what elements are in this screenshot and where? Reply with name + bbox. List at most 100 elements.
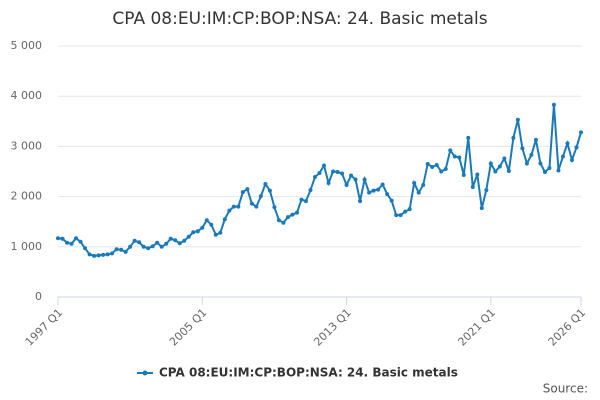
point [560, 154, 565, 159]
point [303, 199, 308, 204]
point [452, 154, 457, 159]
point [110, 251, 115, 256]
point [150, 244, 155, 249]
series-line [57, 104, 582, 257]
point [231, 204, 236, 209]
point [479, 206, 484, 211]
point [416, 190, 421, 195]
point [389, 198, 394, 203]
point [56, 236, 60, 241]
point [421, 183, 426, 188]
point [177, 241, 182, 246]
point [434, 162, 439, 167]
legend-label: CPA 08:EU:IM:CP:BOP:NSA: 24. Basic metal… [159, 366, 458, 380]
point [574, 145, 579, 150]
point [227, 208, 232, 213]
point [105, 252, 110, 257]
point [290, 212, 295, 217]
legend-marker [142, 370, 148, 376]
point [276, 218, 281, 223]
point [195, 229, 200, 234]
point [358, 199, 363, 204]
point [322, 163, 327, 168]
point [367, 190, 372, 195]
point [398, 213, 403, 218]
point [385, 192, 390, 197]
point [439, 169, 444, 174]
x-tick-label: 2026 Q1 [546, 306, 589, 349]
point [466, 135, 471, 140]
point [281, 220, 286, 225]
point [258, 194, 263, 199]
point [164, 241, 169, 246]
point [443, 166, 448, 171]
source: Source: [543, 382, 588, 396]
point [569, 157, 574, 162]
point [511, 135, 516, 140]
point [326, 181, 331, 186]
y-tick-label: 4 000 [11, 89, 43, 102]
point [272, 205, 277, 210]
point [317, 171, 322, 176]
y-tick-label: 5 000 [11, 39, 43, 52]
point [506, 168, 511, 173]
point [69, 241, 74, 246]
point [92, 253, 97, 258]
point [209, 222, 214, 227]
point [101, 252, 106, 257]
point [475, 172, 480, 177]
point [78, 239, 83, 244]
y-tick-label: 2 000 [11, 190, 43, 203]
point [524, 161, 529, 166]
point [488, 161, 493, 166]
point [484, 188, 489, 193]
y-tick-label: 3 000 [11, 139, 43, 152]
point [240, 190, 245, 195]
point [371, 188, 376, 193]
point [493, 169, 498, 174]
point [128, 244, 133, 249]
point [236, 204, 241, 209]
point [218, 230, 223, 235]
point [520, 146, 525, 151]
point [533, 137, 538, 142]
point [497, 164, 502, 169]
point [556, 168, 561, 173]
point [186, 234, 191, 239]
point [83, 246, 88, 251]
point [403, 209, 408, 214]
point [430, 164, 435, 169]
point [551, 102, 556, 107]
point [222, 217, 227, 222]
point [168, 236, 173, 241]
point [65, 240, 70, 245]
point [331, 169, 336, 174]
point [204, 218, 209, 223]
point [132, 238, 137, 243]
point [538, 161, 543, 166]
point [119, 247, 124, 252]
point [502, 156, 507, 161]
y-tick-label: 0 [35, 290, 42, 303]
point [394, 213, 399, 218]
point [376, 187, 381, 192]
point [529, 152, 534, 157]
point [267, 188, 272, 193]
point [340, 171, 345, 176]
chart-title: CPA 08:EU:IM:CP:BOP:NSA: 24. Basic metal… [112, 9, 487, 29]
point [141, 244, 146, 249]
point [60, 236, 65, 241]
point [412, 181, 417, 186]
point [159, 244, 164, 249]
point [200, 225, 205, 230]
point [565, 141, 570, 146]
x-tick-label: 2005 Q1 [167, 306, 210, 349]
point [191, 230, 196, 235]
point [173, 238, 178, 243]
point [312, 175, 317, 180]
point [123, 249, 128, 254]
point [114, 247, 119, 252]
x-tick-label: 1997 Q1 [23, 306, 66, 349]
point [335, 170, 340, 175]
point [547, 165, 552, 170]
